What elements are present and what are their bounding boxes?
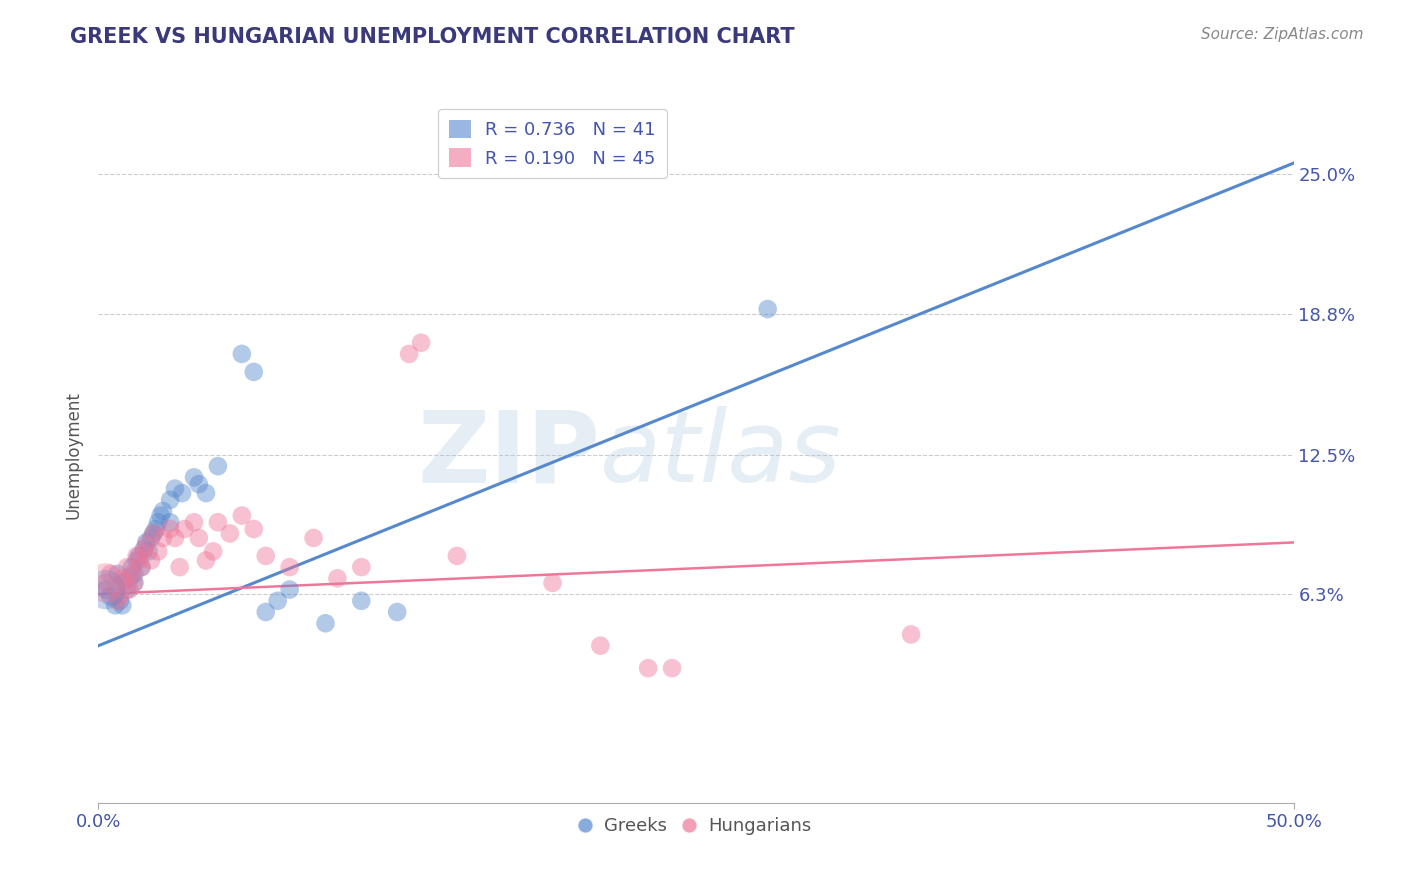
Point bbox=[131, 560, 153, 574]
Point bbox=[900, 627, 922, 641]
Point bbox=[115, 582, 138, 597]
Point bbox=[385, 605, 409, 619]
Point bbox=[159, 492, 181, 507]
Point bbox=[637, 661, 659, 675]
Point bbox=[94, 582, 117, 597]
Point bbox=[446, 549, 468, 563]
Point bbox=[139, 553, 162, 567]
Point bbox=[107, 566, 129, 581]
Point bbox=[142, 526, 165, 541]
Point bbox=[163, 531, 186, 545]
Point bbox=[195, 553, 218, 567]
Point bbox=[302, 531, 325, 545]
Point bbox=[169, 560, 191, 574]
Point bbox=[132, 542, 155, 557]
Point bbox=[207, 459, 229, 474]
Point bbox=[131, 560, 153, 574]
Point bbox=[148, 544, 170, 558]
Point bbox=[124, 575, 146, 590]
Point bbox=[398, 347, 420, 361]
Point bbox=[326, 571, 349, 585]
Legend: Greeks, Hungarians: Greeks, Hungarians bbox=[574, 810, 818, 842]
Point bbox=[315, 616, 337, 631]
Point bbox=[135, 538, 157, 552]
Point bbox=[149, 508, 172, 523]
Point bbox=[278, 582, 301, 597]
Point bbox=[98, 566, 122, 581]
Point bbox=[173, 522, 195, 536]
Point bbox=[121, 560, 143, 574]
Point bbox=[187, 531, 209, 545]
Point bbox=[159, 522, 181, 536]
Point bbox=[152, 531, 174, 545]
Point bbox=[148, 515, 170, 529]
Point bbox=[94, 575, 117, 590]
Point bbox=[111, 599, 134, 613]
Point bbox=[411, 335, 433, 350]
Point bbox=[254, 605, 277, 619]
Point bbox=[661, 661, 683, 675]
Point bbox=[111, 575, 134, 590]
Point bbox=[278, 560, 301, 574]
Point bbox=[350, 594, 373, 608]
Point bbox=[118, 571, 141, 585]
Point bbox=[128, 549, 150, 563]
Point bbox=[138, 544, 160, 558]
Point bbox=[187, 477, 209, 491]
Point bbox=[159, 515, 181, 529]
Point bbox=[124, 566, 146, 581]
Point bbox=[139, 531, 162, 545]
Point bbox=[756, 301, 779, 316]
Point bbox=[111, 571, 134, 585]
Point bbox=[541, 575, 564, 590]
Text: Source: ZipAtlas.com: Source: ZipAtlas.com bbox=[1201, 27, 1364, 42]
Point bbox=[202, 544, 225, 558]
Point bbox=[145, 522, 167, 536]
Point bbox=[118, 582, 141, 597]
Point bbox=[350, 560, 373, 574]
Point bbox=[128, 553, 150, 567]
Point bbox=[243, 365, 266, 379]
Point bbox=[243, 522, 266, 536]
Point bbox=[183, 515, 205, 529]
Point bbox=[267, 594, 290, 608]
Point bbox=[135, 535, 157, 549]
Point bbox=[94, 575, 117, 590]
Point bbox=[142, 526, 165, 541]
Point bbox=[125, 553, 148, 567]
Text: GREEK VS HUNGARIAN UNEMPLOYMENT CORRELATION CHART: GREEK VS HUNGARIAN UNEMPLOYMENT CORRELAT… bbox=[70, 27, 794, 46]
Point bbox=[94, 582, 117, 597]
Point bbox=[589, 639, 612, 653]
Y-axis label: Unemployment: Unemployment bbox=[65, 391, 83, 519]
Point bbox=[231, 508, 253, 523]
Point bbox=[231, 347, 253, 361]
Point bbox=[207, 515, 229, 529]
Point bbox=[124, 575, 146, 590]
Point bbox=[132, 544, 155, 558]
Point bbox=[183, 470, 205, 484]
Text: atlas: atlas bbox=[600, 407, 842, 503]
Point bbox=[219, 526, 242, 541]
Point bbox=[115, 560, 138, 574]
Point bbox=[98, 590, 122, 604]
Point bbox=[108, 590, 131, 604]
Point bbox=[114, 575, 136, 590]
Point bbox=[108, 594, 131, 608]
Point bbox=[163, 482, 186, 496]
Point bbox=[107, 594, 129, 608]
Point bbox=[125, 549, 148, 563]
Point bbox=[195, 486, 218, 500]
Point bbox=[172, 486, 194, 500]
Point bbox=[104, 599, 127, 613]
Text: ZIP: ZIP bbox=[418, 407, 600, 503]
Point bbox=[152, 504, 174, 518]
Point bbox=[104, 582, 127, 597]
Point bbox=[121, 566, 143, 581]
Point bbox=[254, 549, 277, 563]
